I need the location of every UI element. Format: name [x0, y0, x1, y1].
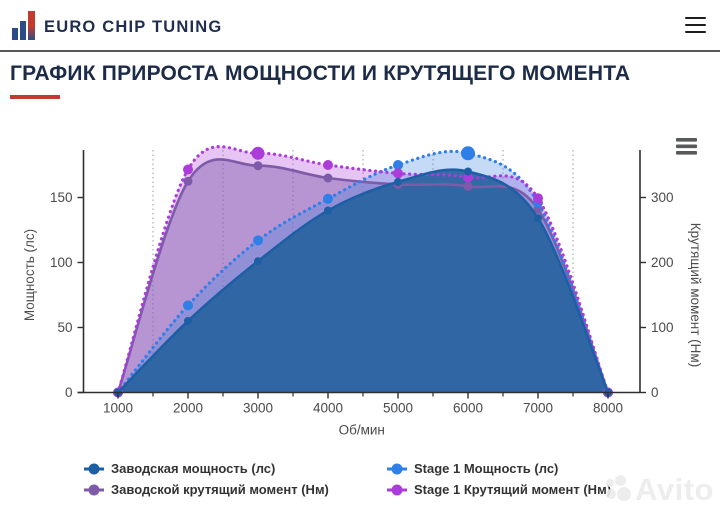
line-series-0 — [117, 168, 610, 394]
marker-series-3 — [463, 172, 473, 183]
legend-item-series-0[interactable]: Заводская мощность (лс) — [84, 461, 275, 476]
area-series-0 — [118, 169, 608, 393]
legend-marker-icon — [84, 463, 104, 474]
marker-series-0 — [254, 257, 262, 266]
legend-marker-icon — [84, 484, 104, 495]
marker-series-2 — [253, 161, 263, 171]
watermark-text: Avito — [635, 472, 714, 507]
legend-label: Stage 1 Крутящий момент (Нм) — [414, 482, 612, 497]
y-axis-left-title: Мощность (лс) — [22, 229, 37, 321]
legend-marker-icon — [387, 463, 407, 474]
svg-text:1000: 1000 — [103, 401, 133, 416]
x-axis-title: Об/мин — [339, 423, 385, 438]
marker-series-0 — [394, 177, 402, 186]
legend-label: Stage 1 Мощность (лс) — [414, 461, 559, 476]
marker-series-1 — [183, 300, 193, 311]
series-areas — [118, 146, 608, 393]
line-series-1 — [116, 149, 610, 395]
marker-series-2 — [323, 173, 333, 183]
marker-series-0 — [324, 206, 332, 215]
hamburger-menu-icon[interactable] — [685, 13, 706, 38]
legend-label: Заводская мощность (лс) — [111, 461, 276, 476]
marker-series-3 — [323, 160, 333, 170]
marker-series-3 — [393, 168, 403, 179]
marker-series-3 — [251, 146, 265, 160]
legend-label: Заводской крутящий момент (Нм) — [111, 482, 329, 497]
svg-text:2000: 2000 — [173, 401, 203, 416]
svg-text:200: 200 — [651, 255, 674, 270]
marker-series-0 — [534, 214, 542, 223]
brand-logo: EURO CHIP TUNING — [12, 10, 222, 40]
legend-item-series-3[interactable]: Stage 1 Крутящий момент (Нм) — [387, 482, 611, 497]
header: EURO CHIP TUNING — [0, 0, 720, 52]
marker-series-1 — [461, 146, 475, 161]
avito-watermark: Avito — [606, 472, 714, 508]
legend-marker-icon — [387, 484, 407, 495]
marker-series-1 — [323, 193, 333, 204]
svg-text:300: 300 — [651, 190, 674, 205]
svg-text:150: 150 — [50, 190, 73, 205]
y-axis-right-title: Крутящий момент (Нм) — [688, 223, 703, 367]
svg-text:7000: 7000 — [523, 401, 553, 416]
svg-text:100: 100 — [651, 320, 674, 335]
legend-item-series-2[interactable]: Заводской крутящий момент (Нм) — [84, 482, 329, 497]
legend-item-series-1[interactable]: Stage 1 Мощность (лс) — [387, 461, 558, 476]
marker-series-2 — [463, 181, 473, 191]
svg-text:0: 0 — [651, 385, 659, 400]
svg-text:4000: 4000 — [313, 401, 343, 416]
svg-text:8000: 8000 — [593, 401, 623, 416]
bar-chart-logo-icon — [12, 10, 35, 40]
marker-series-1 — [253, 235, 263, 246]
avito-logo-icon — [606, 475, 632, 505]
title-section: ГРАФИК ПРИРОСТА МОЩНОСТИ И КРУТЯЩЕГО МОМ… — [0, 52, 720, 100]
axes: 0 50 100 150 0 100 200 300 1000 2000 3000 4000 5000 6… — [22, 150, 703, 438]
marker-series-1 — [393, 160, 403, 170]
svg-text:0: 0 — [65, 385, 73, 400]
svg-text:100: 100 — [50, 255, 73, 270]
power-torque-chart: 0 50 100 150 0 100 200 300 1000 2000 3000 4000 5000 6… — [22, 138, 703, 438]
marker-series-0 — [184, 317, 192, 325]
chart-context-menu-icon[interactable] — [676, 138, 697, 155]
page-title: ГРАФИК ПРИРОСТА МОЩНОСТИ И КРУТЯЩЕГО МОМ… — [10, 62, 631, 85]
svg-text:3000: 3000 — [243, 401, 273, 416]
title-underline — [10, 95, 60, 100]
marker-series-3 — [183, 164, 193, 175]
marker-series-2 — [183, 176, 193, 186]
marker-series-0 — [464, 167, 472, 176]
brand-name: EURO CHIP TUNING — [44, 18, 223, 36]
series-lines — [113, 144, 613, 398]
svg-text:50: 50 — [57, 320, 72, 335]
svg-text:5000: 5000 — [383, 401, 413, 416]
svg-text:6000: 6000 — [453, 401, 483, 416]
marker-series-3 — [533, 193, 543, 204]
